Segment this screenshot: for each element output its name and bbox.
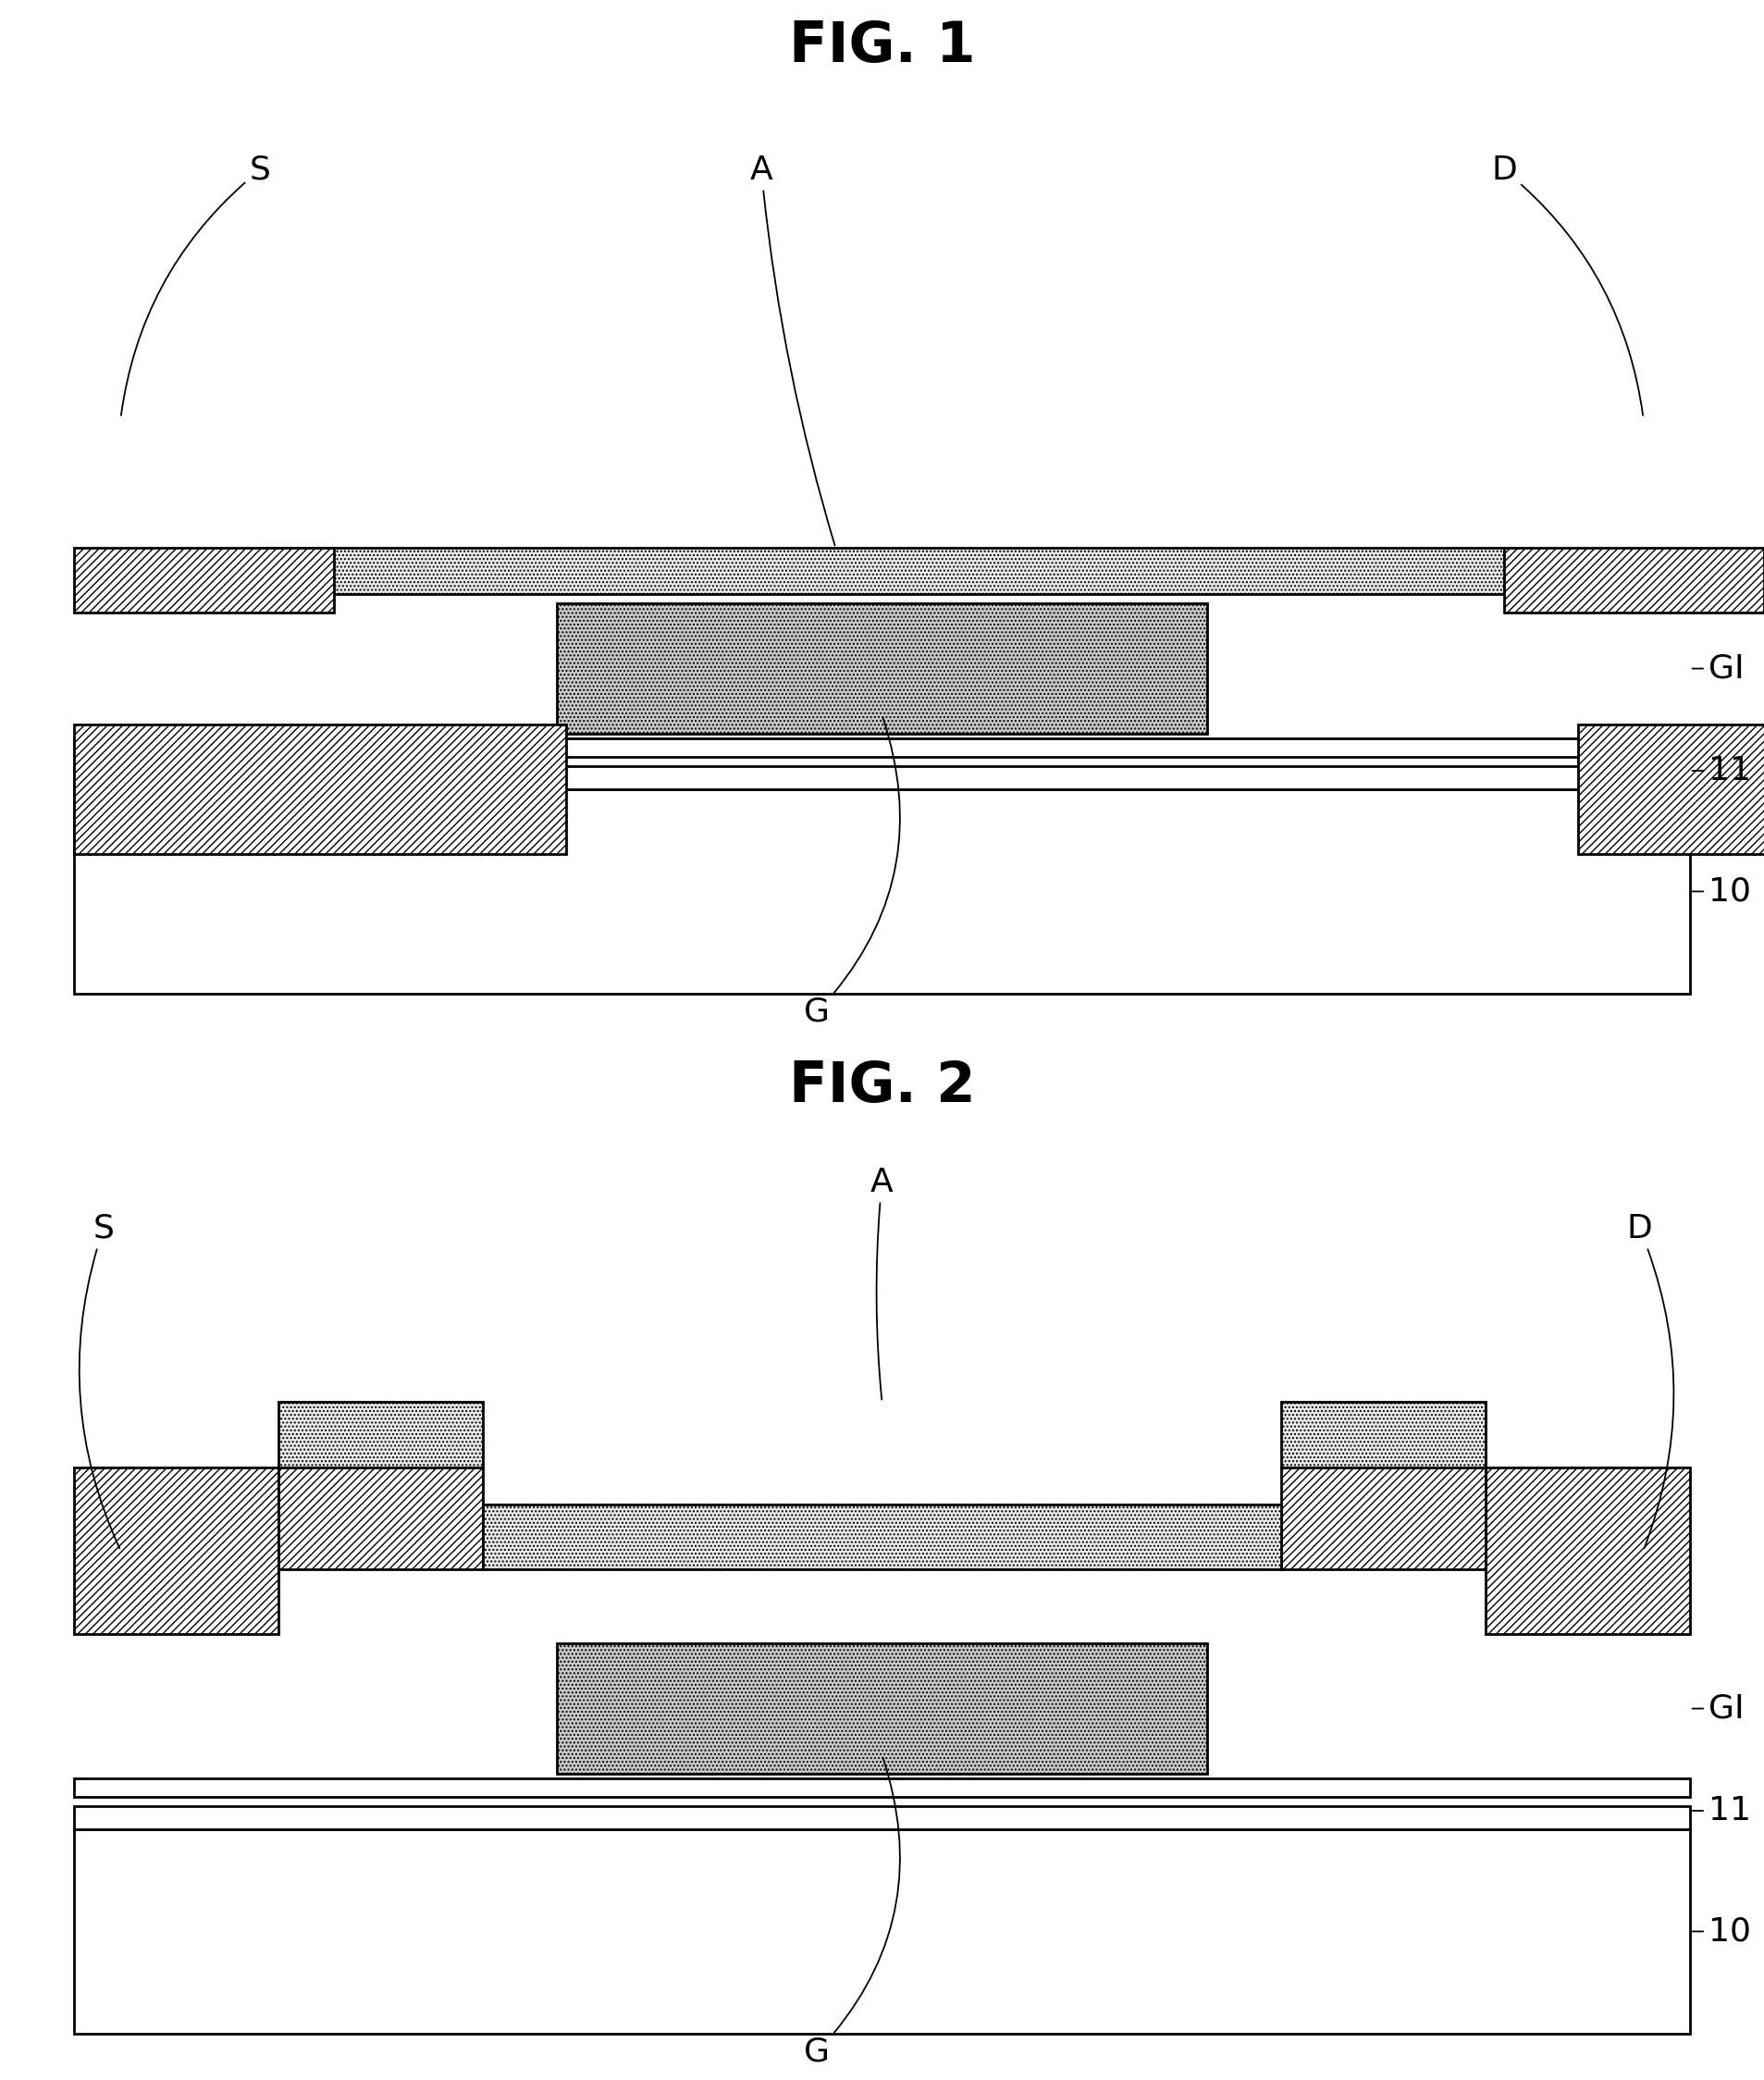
Text: D: D [1626,1213,1674,1548]
Bar [279,1402,483,1466]
Text: 10: 10 [1692,1916,1752,1947]
Text: GI: GI [1692,1693,1745,1724]
Text: A: A [750,154,834,545]
Bar [74,1466,279,1635]
Bar [74,724,566,855]
Bar [557,1643,1207,1774]
Bar [1281,1402,1485,1466]
Bar [1579,724,1764,855]
Text: 11: 11 [1692,1795,1752,1826]
Text: D: D [1491,154,1642,416]
Text: 11: 11 [1692,755,1752,786]
Text: S: S [79,1213,120,1548]
Bar [74,738,1690,757]
Bar [74,1778,1690,1797]
Text: G: G [804,718,900,1028]
Bar [74,788,1690,994]
Bar [74,547,333,614]
Bar [74,1828,1690,2034]
Bar [1281,1466,1485,1568]
Text: FIG. 2: FIG. 2 [789,1059,975,1113]
Text: 10: 10 [1692,876,1752,907]
Text: FIG. 1: FIG. 1 [789,19,975,73]
Text: A: A [871,1167,893,1400]
Bar [1505,547,1764,614]
Text: G: G [804,1758,900,2068]
Bar [557,603,1207,734]
Bar [1485,1466,1690,1635]
Bar [259,547,1505,595]
Bar [483,1504,1281,1568]
Text: S: S [122,154,270,416]
Bar [74,765,1690,788]
Text: GI: GI [1692,653,1745,684]
Bar [279,1466,483,1568]
Bar [74,1805,1690,1828]
